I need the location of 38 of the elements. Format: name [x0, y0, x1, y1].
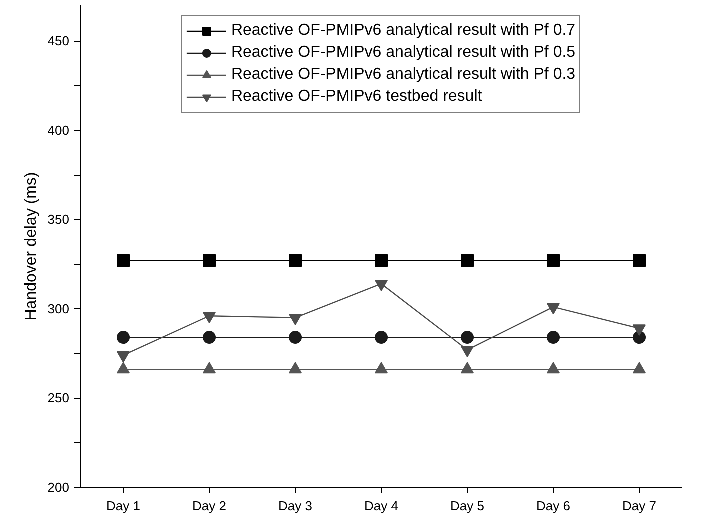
point [461, 254, 474, 268]
x-tick-label: Day 1 [106, 498, 140, 514]
point [117, 351, 130, 363]
x-tick-label: Day 7 [622, 498, 656, 514]
x-tick-label: Day 2 [192, 498, 226, 514]
y-tick-label: 350 [48, 212, 70, 228]
point [547, 303, 560, 315]
y-tick-label: 200 [48, 480, 70, 495]
legend-label: Reactive OF-PMIPv6 analytical result with Pf 0.5 [231, 43, 576, 63]
point [375, 280, 388, 292]
point [289, 314, 302, 326]
point [547, 331, 560, 344]
x-tick-label: Day 4 [364, 498, 398, 514]
x-tick-label: Day 3 [278, 498, 312, 514]
point [289, 254, 302, 268]
legend-label: Reactive OF-PMIPv6 testbed result [231, 87, 482, 107]
point [375, 254, 388, 268]
x-tick-label: Day 6 [536, 498, 570, 514]
point [461, 346, 474, 358]
point [461, 331, 474, 344]
y-tick-label: 400 [48, 122, 70, 138]
point [289, 331, 302, 344]
point [203, 312, 216, 324]
y-tick-label: 300 [48, 301, 70, 316]
y-tick-label: 250 [48, 390, 70, 406]
y-tick-label: 450 [48, 34, 70, 49]
legend-label: Reactive OF-PMIPv6 analytical result with Pf 0.3 [231, 65, 576, 85]
point [203, 254, 216, 268]
point [633, 254, 646, 268]
legend-label: Reactive OF-PMIPv6 analytical result with Pf 0.7 [231, 21, 576, 41]
point [375, 331, 388, 344]
point [203, 331, 216, 344]
point [117, 254, 130, 268]
y-axis-title: Handover delay (ms) [22, 172, 40, 321]
point [547, 254, 560, 268]
point [633, 324, 646, 336]
point [117, 331, 130, 344]
x-tick-label: Day 5 [450, 498, 484, 514]
